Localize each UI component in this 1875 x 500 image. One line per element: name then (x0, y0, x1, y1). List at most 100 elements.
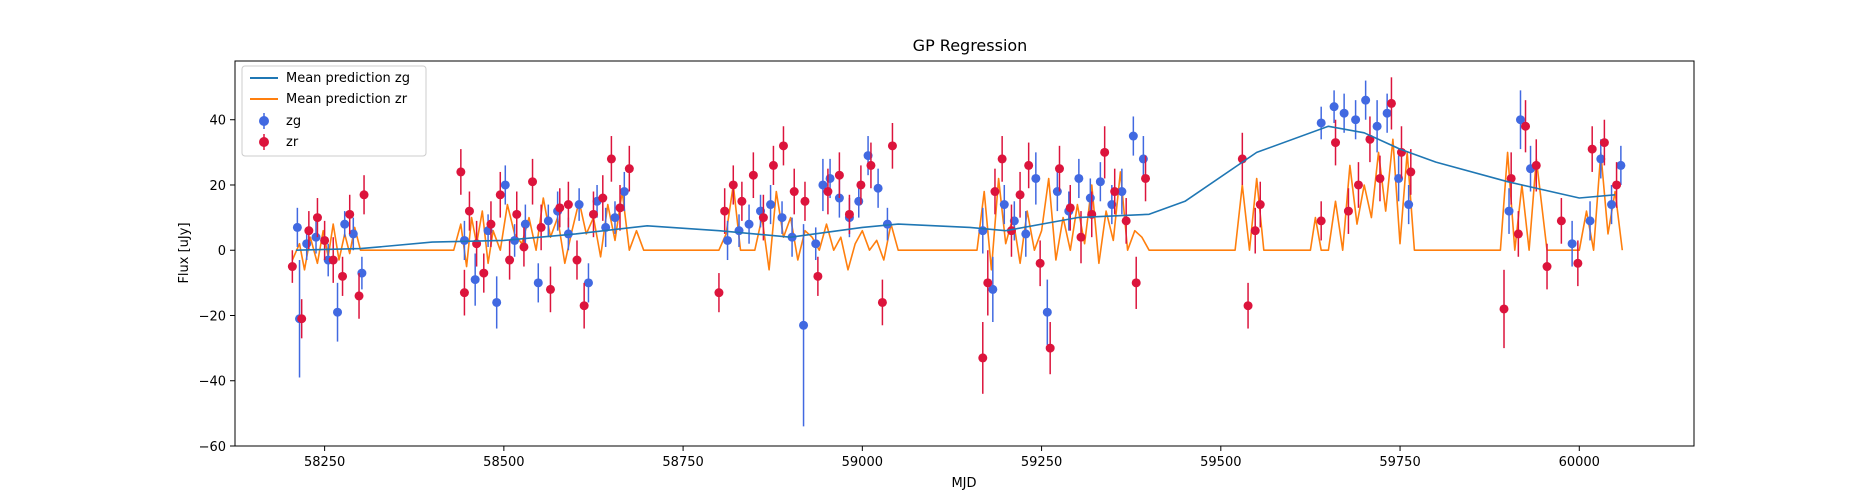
zr-point (312, 213, 322, 223)
zr-point (528, 177, 538, 187)
y-axis: −60 −40 −20 0 20 40 (199, 114, 235, 455)
x-tick-label: 59750 (1379, 455, 1420, 470)
zg-point (811, 239, 821, 249)
zr-point (1513, 229, 1523, 239)
zg-point (311, 232, 321, 242)
zg-point (818, 180, 828, 190)
zg-point (470, 275, 480, 285)
zg-point (492, 297, 502, 307)
plot-area (234, 60, 1695, 447)
zr-point (1035, 258, 1045, 268)
zg-point (1607, 200, 1617, 210)
zr-point (464, 206, 474, 216)
zr-point (1556, 216, 1566, 226)
zr-point (800, 196, 810, 206)
zr-point (1006, 226, 1016, 236)
chart-title: GP Regression (913, 36, 1028, 55)
zr-point (588, 209, 598, 219)
zg-point (583, 278, 593, 288)
zr-point (877, 297, 887, 307)
zr-point (572, 255, 582, 265)
zg-point (1361, 95, 1371, 105)
zr-point (834, 170, 844, 180)
y-axis-label: Flux [uJy] (177, 222, 192, 283)
zg-point (766, 200, 776, 210)
x-tick-label: 59000 (842, 455, 883, 470)
zg-point (543, 216, 553, 226)
zg-point (1351, 115, 1361, 125)
zr-point (563, 200, 573, 210)
x-tick-label: 60000 (1559, 455, 1600, 470)
zr-point (1076, 232, 1086, 242)
zr-point (823, 187, 833, 197)
zr-point (1121, 216, 1131, 226)
zg-point (1504, 206, 1514, 216)
zg-point (520, 219, 530, 229)
chart-marks (287, 77, 1626, 427)
zr-point (856, 180, 866, 190)
zr-point (1331, 138, 1341, 148)
zg-point (882, 219, 892, 229)
y-tick-label: 0 (218, 244, 226, 259)
zr-point (978, 353, 988, 363)
zr-point (1587, 144, 1597, 154)
zr-point (748, 170, 758, 180)
zr-point (486, 219, 496, 229)
y-tick-label: −60 (199, 440, 226, 455)
zr-point (983, 278, 993, 288)
zr-point (768, 160, 778, 170)
zg-point (610, 213, 620, 223)
zr-point (1499, 304, 1509, 314)
zr-point (354, 291, 364, 301)
zr-point (737, 196, 747, 206)
zg-point (340, 219, 350, 229)
zr-point (1573, 258, 1583, 268)
zr-point (1024, 160, 1034, 170)
zg-point (574, 200, 584, 210)
zr-point (1110, 187, 1120, 197)
x-tick-label: 58750 (662, 455, 703, 470)
zr-point (459, 288, 469, 298)
zr-point (598, 193, 608, 203)
zr-point (789, 187, 799, 197)
zr-point (1100, 147, 1110, 157)
zr-point (1015, 190, 1025, 200)
zg-point (873, 183, 883, 193)
zr-point (714, 288, 724, 298)
zr-point (304, 226, 314, 236)
zr-point (1406, 167, 1416, 177)
zr-point (359, 190, 369, 200)
zr-point (990, 187, 1000, 197)
zr-point (1250, 226, 1260, 236)
zr-point (615, 203, 625, 213)
zr-point (1599, 138, 1609, 148)
zr-point (1243, 301, 1253, 311)
y-tick-label: −20 (199, 309, 226, 324)
zr-point (1141, 173, 1151, 183)
zg-mean-prediction-line (295, 125, 1616, 251)
zr-point (456, 167, 466, 177)
zg-point (1316, 118, 1326, 128)
zr-point (555, 203, 565, 213)
zr-point (866, 160, 876, 170)
zg-point (1128, 131, 1138, 141)
zr-point (1542, 262, 1552, 272)
zr-point (1343, 206, 1353, 216)
zg-point (533, 278, 543, 288)
zr-point (887, 141, 897, 151)
zr-point (606, 154, 616, 164)
zr-point (624, 164, 634, 174)
zg-point (619, 187, 629, 197)
zg-point (510, 235, 520, 245)
zg-point (854, 196, 864, 206)
legend-label-zr-line: Mean prediction zr (286, 92, 408, 107)
zg-point (1031, 173, 1041, 183)
zr-point (320, 235, 330, 245)
zr-point (345, 209, 355, 219)
zr-point (844, 209, 854, 219)
zr-point (1521, 121, 1531, 131)
zg-point (988, 284, 998, 294)
zr-point (1612, 180, 1622, 190)
zg-point (333, 307, 343, 317)
zg-point (500, 180, 510, 190)
